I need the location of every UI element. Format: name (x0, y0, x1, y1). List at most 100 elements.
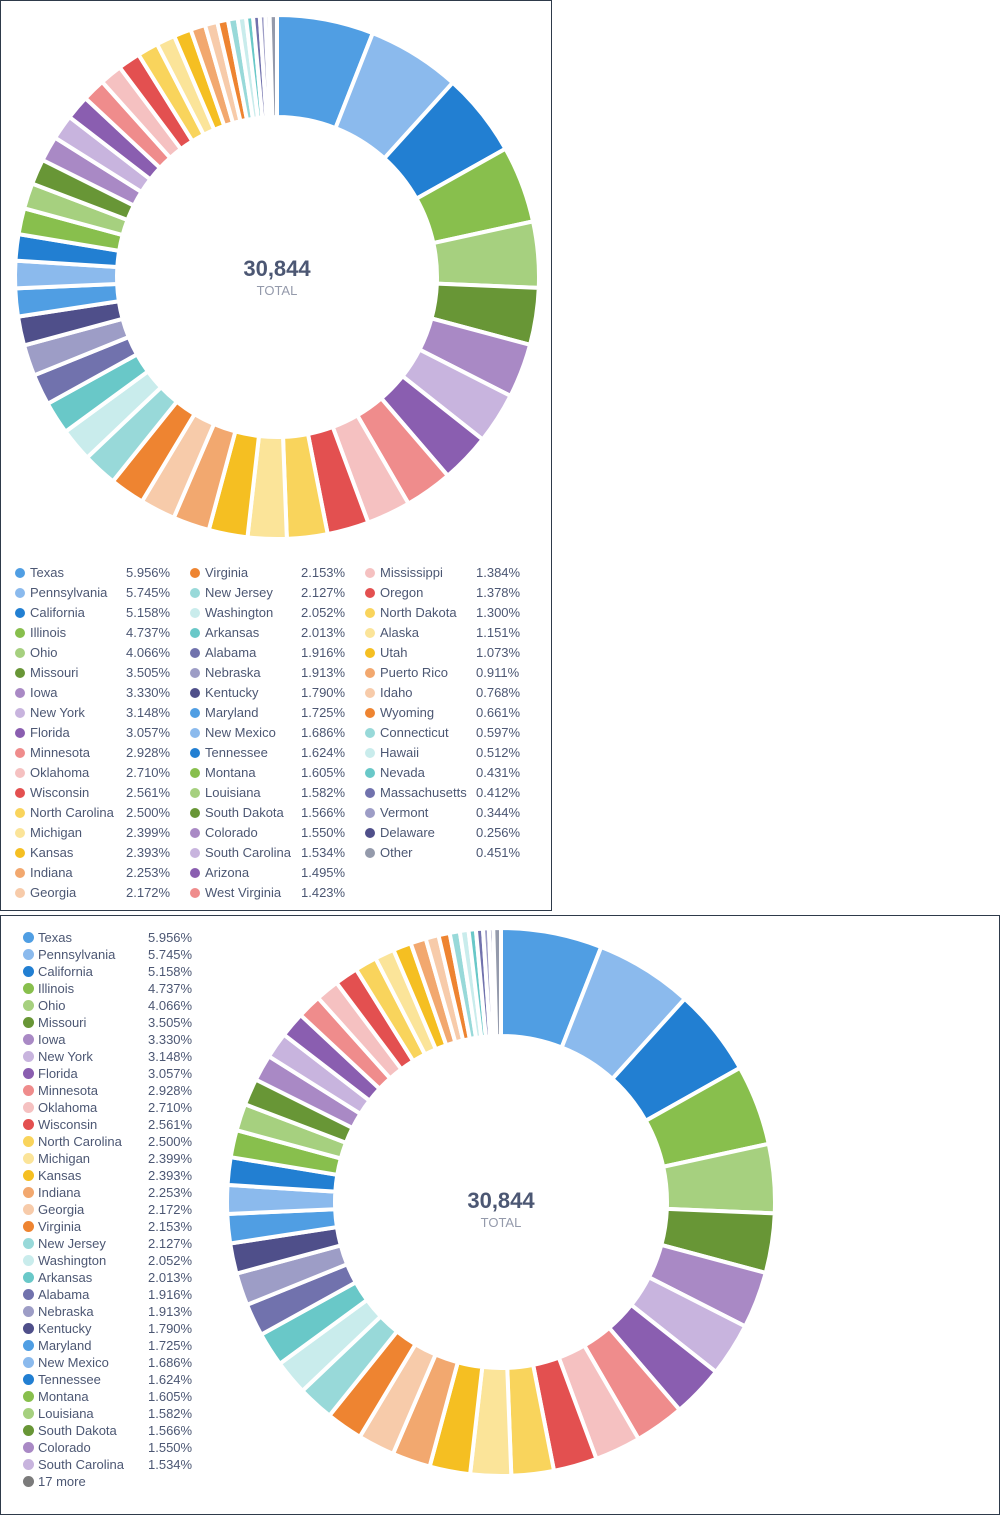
legend-value: 1.916% (301, 645, 346, 660)
legend-label: Kentucky (38, 1321, 92, 1336)
legend-label: Connecticut (380, 725, 449, 740)
legend-value: 1.566% (148, 1423, 193, 1438)
legend-value: 1.582% (148, 1406, 193, 1421)
total-value: 30,844 (467, 1188, 535, 1213)
legend-dot-icon (365, 588, 375, 598)
legend-value: 0.451% (476, 845, 521, 860)
legend-value: 5.158% (126, 605, 171, 620)
legend-value: 2.052% (301, 605, 346, 620)
legend-dot-icon (23, 1000, 34, 1011)
legend-dot-icon (190, 868, 200, 878)
legend-dot-icon (365, 688, 375, 698)
donut-chart-bottom: 30,844 TOTAL (225, 925, 777, 1478)
legend-value: 2.399% (148, 1151, 193, 1166)
legend-value: 2.710% (148, 1100, 193, 1115)
legend-value: 2.172% (148, 1202, 193, 1217)
legend-label: Pennsylvania (30, 585, 108, 600)
legend-value: 2.928% (148, 1083, 193, 1098)
legend-value: 2.052% (148, 1253, 193, 1268)
legend-value: 1.686% (148, 1355, 193, 1370)
legend-label: Kentucky (205, 685, 259, 700)
total-value: 30,844 (243, 256, 311, 281)
legend-dot-icon (23, 1323, 34, 1334)
legend-value: 0.911% (476, 665, 520, 680)
legend-label: Illinois (30, 625, 67, 640)
legend-dot-icon (190, 848, 200, 858)
legend-value: 1.534% (148, 1457, 193, 1472)
legend-value: 3.148% (148, 1049, 193, 1064)
legend-value: 1.495% (301, 865, 346, 880)
legend-dot-icon (15, 868, 25, 878)
legend-value: 0.431% (476, 765, 521, 780)
legend-value: 3.057% (126, 725, 171, 740)
legend-value: 2.710% (126, 765, 171, 780)
legend-dot-icon (23, 1374, 34, 1385)
legend-value: 1.913% (148, 1304, 193, 1319)
legend-value: 3.505% (126, 665, 171, 680)
legend-dot-icon (190, 648, 200, 658)
legend-dot-icon (190, 708, 200, 718)
legend-label: Montana (38, 1389, 89, 1404)
legend-dot-icon (23, 1442, 34, 1453)
legend-label: South Dakota (38, 1423, 117, 1438)
legend-label: Vermont (380, 805, 429, 820)
legend-value: 1.582% (301, 785, 346, 800)
legend-label: Texas (38, 930, 72, 945)
legend-value: 2.127% (148, 1236, 193, 1251)
legend-label: Idaho (380, 685, 413, 700)
legend-dot-icon (23, 1340, 34, 1351)
legend-value: 1.624% (301, 745, 346, 760)
legend-value: 1.605% (301, 765, 346, 780)
legend-dot-icon (23, 1238, 34, 1249)
legend-label: Mississippi (380, 565, 443, 580)
legend-label: Maryland (38, 1338, 92, 1353)
legend-value: 2.500% (126, 805, 171, 820)
legend-value: 1.550% (148, 1440, 193, 1455)
legend-dot-icon (23, 1272, 34, 1283)
legend-value: 1.550% (301, 825, 346, 840)
legend-label: North Carolina (30, 805, 114, 820)
legend-label: Missouri (38, 1015, 87, 1030)
legend-value: 2.500% (148, 1134, 193, 1149)
legend-dot-icon (190, 588, 200, 598)
legend-dot-icon (365, 708, 375, 718)
legend-value: 2.399% (126, 825, 171, 840)
legend-label: Louisiana (205, 785, 261, 800)
slice-other[interactable] (267, 12, 279, 120)
slice-other[interactable] (491, 925, 503, 1039)
legend-label: Michigan (38, 1151, 91, 1166)
legend-label: South Carolina (205, 845, 291, 860)
legend-label: Missouri (30, 665, 79, 680)
legend-label: Tennessee (205, 745, 268, 760)
legend-label: Alabama (38, 1287, 90, 1302)
legend-dot-icon (190, 628, 200, 638)
legend-value: 4.066% (148, 998, 193, 1013)
legend-value: 2.253% (148, 1185, 193, 1200)
legend-value: 2.153% (301, 565, 346, 580)
legend-label: Utah (380, 645, 408, 660)
legend-value: 2.172% (126, 885, 171, 900)
legend-label: Nevada (380, 765, 425, 780)
legend-dot-icon (15, 788, 25, 798)
legend-value: 0.412% (476, 785, 521, 800)
legend-dot-icon (190, 888, 200, 898)
legend-label: Florida (38, 1066, 78, 1081)
legend-dot-icon (23, 1459, 34, 1470)
legend-value: 2.013% (148, 1270, 193, 1285)
legend-value: 4.737% (148, 981, 193, 996)
legend-label: California (30, 605, 85, 620)
legend-dot-icon (15, 608, 25, 618)
legend-value: 1.151% (476, 625, 521, 640)
legend-label: Washington (38, 1253, 107, 1268)
legend-dot-icon (23, 1255, 34, 1266)
legend-value: 2.153% (148, 1219, 193, 1234)
legend-value: 5.956% (148, 930, 193, 945)
legend-more-label: 17 more (38, 1474, 86, 1489)
total-label: TOTAL (481, 1215, 522, 1230)
legend-label: Arkansas (205, 625, 260, 640)
legend-value: 3.330% (126, 685, 171, 700)
legend-label: Colorado (38, 1440, 91, 1455)
legend-value: 1.605% (148, 1389, 193, 1404)
total-label: TOTAL (257, 283, 298, 298)
legend-value: 0.512% (476, 745, 521, 760)
